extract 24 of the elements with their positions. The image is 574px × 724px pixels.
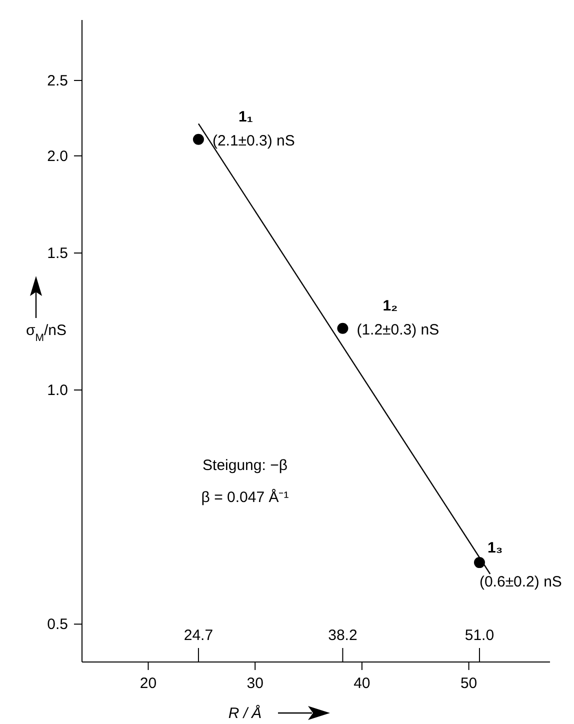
- x-axis-title: R / Å: [228, 704, 262, 722]
- annotation: β = 0.047 Å⁻¹: [201, 488, 289, 506]
- point: [192, 134, 204, 145]
- y-tick-label: 0.5: [47, 616, 68, 634]
- annotation: (0.6±0.2) nS: [479, 574, 562, 591]
- annotation: (1.2±0.3) nS: [356, 321, 440, 338]
- y-tick-label: 2.5: [47, 72, 68, 90]
- annotation: 1₁: [238, 108, 254, 126]
- point: [337, 322, 348, 334]
- y-tick-label: 2.0: [47, 148, 68, 165]
- annotation: 1₃: [487, 540, 503, 557]
- annotation: (2.1±0.3) nS: [212, 132, 295, 150]
- x-tick-label: 20: [140, 675, 157, 692]
- x-tick-label: 50: [460, 675, 478, 692]
- x-tick-label: 40: [354, 675, 370, 692]
- y-tick-label: 1.0: [47, 382, 68, 399]
- x2-tick-label: 38.2: [328, 627, 358, 644]
- x-tick-label: 30: [246, 675, 264, 692]
- x2-tick-label: 51.0: [464, 627, 494, 644]
- y-axis-title: σ$_{M}$/nS: [26, 322, 67, 344]
- y-tick-label: 1.5: [47, 245, 68, 262]
- annotation: 1₂: [382, 297, 398, 314]
- annotation: Steigung: −β: [202, 457, 288, 474]
- x2-tick-label: 24.7: [184, 627, 214, 644]
